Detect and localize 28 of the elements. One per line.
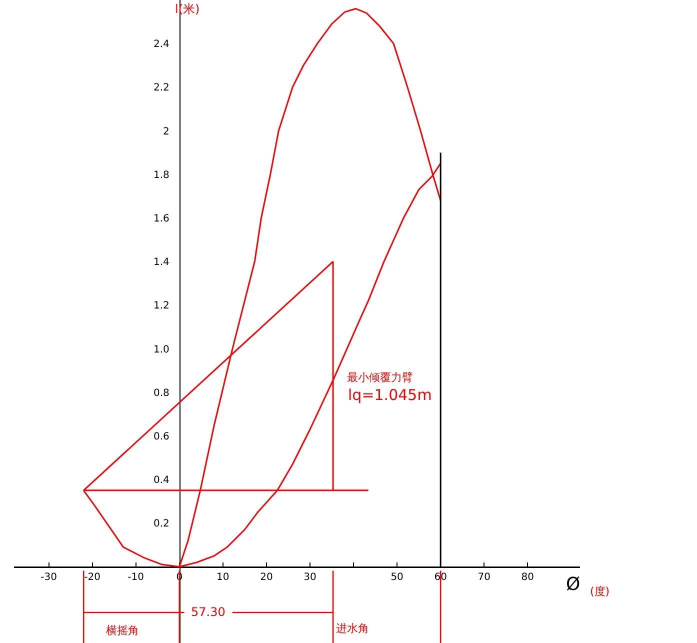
y-tick-label: 1.2 xyxy=(153,300,170,312)
y-tick-label: 1.4 xyxy=(153,257,170,268)
x-tick-label: 20 xyxy=(260,572,273,584)
x-tick-label: 10 xyxy=(216,572,230,584)
y-tick-label: 2.4 xyxy=(153,39,170,50)
x-tick-label: 50 xyxy=(390,572,404,584)
x-tick-label: 80 xyxy=(521,572,534,584)
y-tick-label: 1.6 xyxy=(153,213,170,224)
text: 1.0 xyxy=(153,344,170,356)
y-tick-label: 0.6 xyxy=(153,431,170,442)
annotation: 57.30 xyxy=(191,605,226,619)
y-tick-label: 2 xyxy=(163,126,170,138)
y-tick-label: 1.8 xyxy=(153,170,170,181)
x-tick-label: -30 xyxy=(40,572,57,584)
y-tick-label: 0.4 xyxy=(153,475,170,486)
annotation: 横摇角 xyxy=(106,624,139,637)
annotation: lq=1.045m xyxy=(348,386,432,404)
x-tick-label: -20 xyxy=(84,572,100,584)
x-tick-label: 30 xyxy=(304,572,316,584)
y-tick-label: 0.8 xyxy=(153,388,170,399)
x-axis-title: Ø xyxy=(566,574,580,595)
annotation: 进水角 xyxy=(336,622,369,635)
y-tick-label: 0.2 xyxy=(153,518,170,530)
x-tick-label: -10 xyxy=(128,572,144,584)
x-tick-label: 70 xyxy=(478,572,490,584)
y-tick-label: 2.2 xyxy=(153,82,170,94)
text: (度) xyxy=(590,585,610,598)
annotation: 最小倾覆力臂 xyxy=(347,371,413,384)
